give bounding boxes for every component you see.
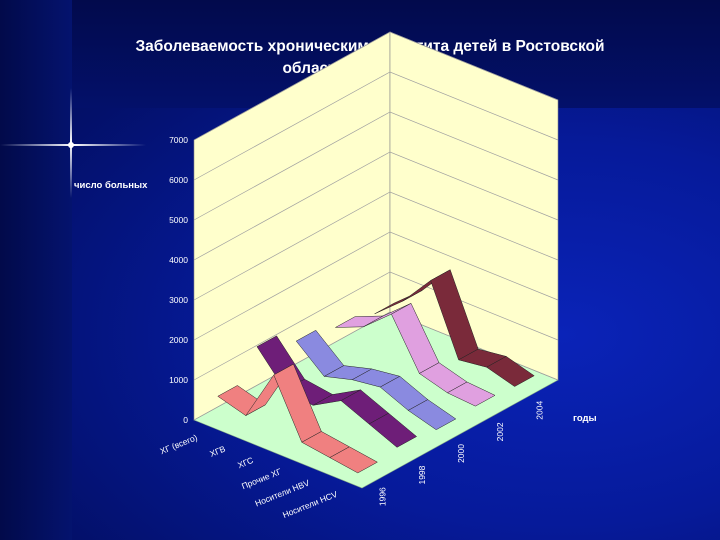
y-tick-label: 5000 [169,215,188,225]
x-tick-label: ХГС [236,455,255,470]
gridline [193,231,559,341]
depth-tick-label: 1996 [378,487,388,506]
y-tick-labels: 0 1000 2000 3000 4000 5000 6000 7000 [169,135,188,425]
depth-tick-labels: 1996 1998 2000 2002 2004 [378,401,545,507]
depth-axis-label: годы [573,413,597,424]
x-tick-label: Прочие ХГ [240,466,283,491]
depth-tick-label: 2002 [495,422,505,441]
depth-tick-label: 1998 [417,465,427,484]
ribbon-segment [329,446,378,474]
gridline [193,191,559,301]
series-ribbon-1996 [217,363,378,474]
series-ribbon-2002 [335,302,496,407]
series-ribbon-2004 [374,269,535,387]
y-tick-label: 6000 [169,175,188,185]
x-tick-label: ХГВ [208,443,227,458]
gridline [193,271,559,381]
ribbon-segment [486,356,535,387]
depth-tick-label: 2004 [534,401,544,420]
y-tick-label: 0 [183,415,188,425]
gridline [193,71,559,181]
y-axis-label: число больных [74,180,148,191]
depth-tick-label: 2000 [456,444,466,463]
gridline [193,151,559,261]
y-tick-label: 3000 [169,295,188,305]
y-tick-label: 1000 [169,375,188,385]
x-tick-label: ХГ (всего) [159,432,199,456]
ribbon-segment [446,381,496,407]
gridline [193,31,559,141]
series-ribbon-2000 [295,329,457,431]
ribbon-segment [407,399,457,431]
chart-grid [193,31,559,421]
y-tick-label: 7000 [169,135,188,145]
ribbon-segment [368,412,418,448]
gridline [193,111,559,221]
y-tick-label: 4000 [169,255,188,265]
chart-series [217,269,535,474]
background-band-left [0,0,72,540]
y-tick-label: 2000 [169,335,188,345]
